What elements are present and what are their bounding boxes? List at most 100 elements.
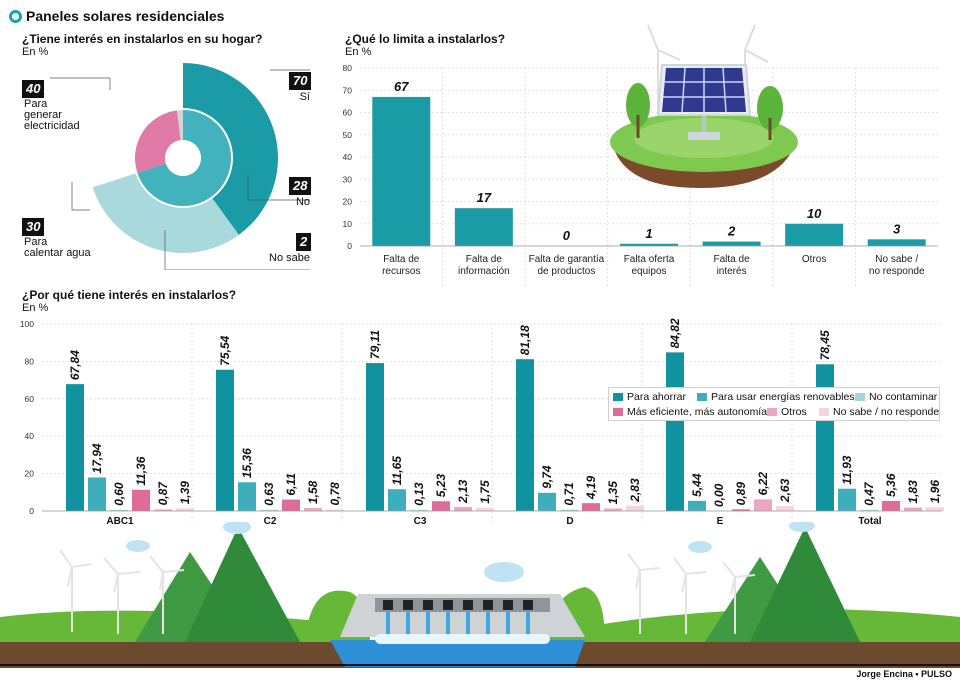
y-tick-label: 60 (343, 108, 353, 118)
bar-value-label: 5,23 (434, 474, 448, 498)
bar-value-label: 0,89 (734, 482, 748, 506)
bar-value-label: 81,18 (518, 325, 532, 355)
x-category-label: C3 (414, 516, 427, 527)
bar-value-label: 2,13 (456, 479, 470, 504)
bar-value-label: 0,00 (712, 483, 726, 507)
bar-value-label: 0,63 (262, 482, 276, 506)
legend-item-ahorrar: Para ahorrar (613, 391, 686, 403)
bar (260, 509, 278, 511)
legend-item-no-contaminar: No contaminar (855, 391, 937, 403)
inner-label-generar-3: electricidad (24, 120, 80, 132)
leader-line-2 (164, 230, 310, 270)
bar-value-label: 0 (563, 228, 571, 243)
bar-value-label: 3 (893, 221, 901, 236)
bar (926, 507, 944, 511)
donut-unit: En % (22, 46, 49, 58)
bar (785, 223, 844, 246)
bar-value-label: 0,60 (112, 482, 126, 506)
donut-outer-segment-1 (135, 110, 181, 173)
bar (88, 477, 106, 511)
bar (626, 505, 644, 511)
bar-value-label: 15,36 (240, 448, 254, 478)
bar (304, 508, 322, 511)
bar (754, 499, 772, 511)
y-tick-label: 100 (20, 319, 34, 329)
y-tick-label: 40 (343, 152, 353, 162)
donut-outer-segment-2 (176, 110, 183, 141)
y-tick-label: 40 (25, 431, 35, 441)
bar-value-label: 9,74 (540, 465, 554, 489)
landscape-illustration (0, 522, 960, 668)
x-category-label: de productos (538, 266, 596, 277)
bar-value-label: 6,22 (756, 472, 770, 496)
inner-value-30: 30 (22, 218, 45, 236)
bar (838, 488, 856, 511)
bar (604, 508, 622, 511)
bar-value-label: 67 (394, 79, 409, 94)
legend-swatch (767, 408, 777, 416)
bar-value-label: 1,96 (928, 480, 942, 504)
credit-text: Jorge Encina • PULSO (856, 669, 952, 679)
outer-label-no: No (295, 196, 310, 208)
bar (388, 489, 406, 511)
outer-label-no-sabe: No sabe (269, 252, 310, 264)
donut-question: ¿Tiene interés en instalarlos en su hoga… (22, 32, 263, 46)
legend-swatch (613, 393, 623, 401)
x-category-label: equipos (631, 266, 666, 277)
x-category-label: interés (717, 266, 747, 277)
legend-swatch (819, 408, 829, 416)
x-category-label: D (566, 516, 573, 527)
outer-value-2: 2 (296, 233, 312, 251)
bar (776, 506, 794, 511)
bar (732, 509, 750, 511)
bar (688, 500, 706, 511)
reasons-chart-unit: En % (22, 302, 49, 314)
solar-panel-icon (656, 64, 752, 116)
bar-value-label: 1,58 (306, 480, 320, 504)
bar-value-label: 2,63 (778, 478, 792, 503)
outer-label-si: Sí (299, 91, 310, 103)
legend-label: Para ahorrar (627, 391, 686, 403)
cloud-icon (126, 522, 815, 582)
bar-value-label: 17,94 (90, 443, 104, 473)
x-category-label: no responde (869, 266, 925, 277)
y-tick-label: 10 (343, 219, 353, 229)
inner-label-generar-1: Para (24, 98, 48, 110)
y-tick-label: 0 (347, 241, 352, 251)
x-category-label: E (717, 516, 724, 527)
bar (882, 500, 900, 511)
bar-value-label: 1,83 (906, 480, 920, 504)
bar-value-label: 10 (807, 206, 822, 221)
y-tick-label: 0 (29, 506, 34, 516)
bar (432, 501, 450, 511)
bar (238, 482, 256, 511)
bar-value-label: 1,75 (478, 480, 492, 504)
bar-value-label: 1 (645, 226, 652, 241)
bar (410, 509, 428, 511)
leader-line-40 (50, 77, 111, 90)
x-category-label: información (458, 266, 510, 277)
water-icon (330, 640, 585, 667)
donut-ring-segment-0 (183, 63, 279, 235)
bar (454, 507, 472, 511)
legend-label: Más eficiente, más autonomía (627, 406, 768, 418)
bar-value-label: 4,19 (584, 475, 598, 500)
bar (476, 507, 494, 511)
outer-value-28: 28 (289, 177, 312, 195)
bar-value-label: 5,44 (690, 473, 704, 497)
legend-label: No sabe / no responde (833, 406, 940, 418)
bar-value-label: 1,39 (178, 481, 192, 505)
bar-value-label: 11,93 (840, 455, 854, 484)
water-splash-icon (375, 634, 550, 644)
dam-icon (340, 594, 585, 637)
bar (282, 499, 300, 511)
x-category-label: Otros (802, 254, 826, 265)
outer-value-70: 70 (289, 72, 312, 90)
legend-label: Otros (781, 406, 807, 418)
bar-value-label: 2 (727, 224, 736, 239)
title-bullet-icon (9, 10, 22, 23)
chart-legend: Para ahorrar Para usar energías renovabl… (608, 387, 940, 421)
x-category-label: Total (858, 516, 881, 527)
limits-chart-title: ¿Qué lo limita a instalarlos? (345, 32, 506, 46)
